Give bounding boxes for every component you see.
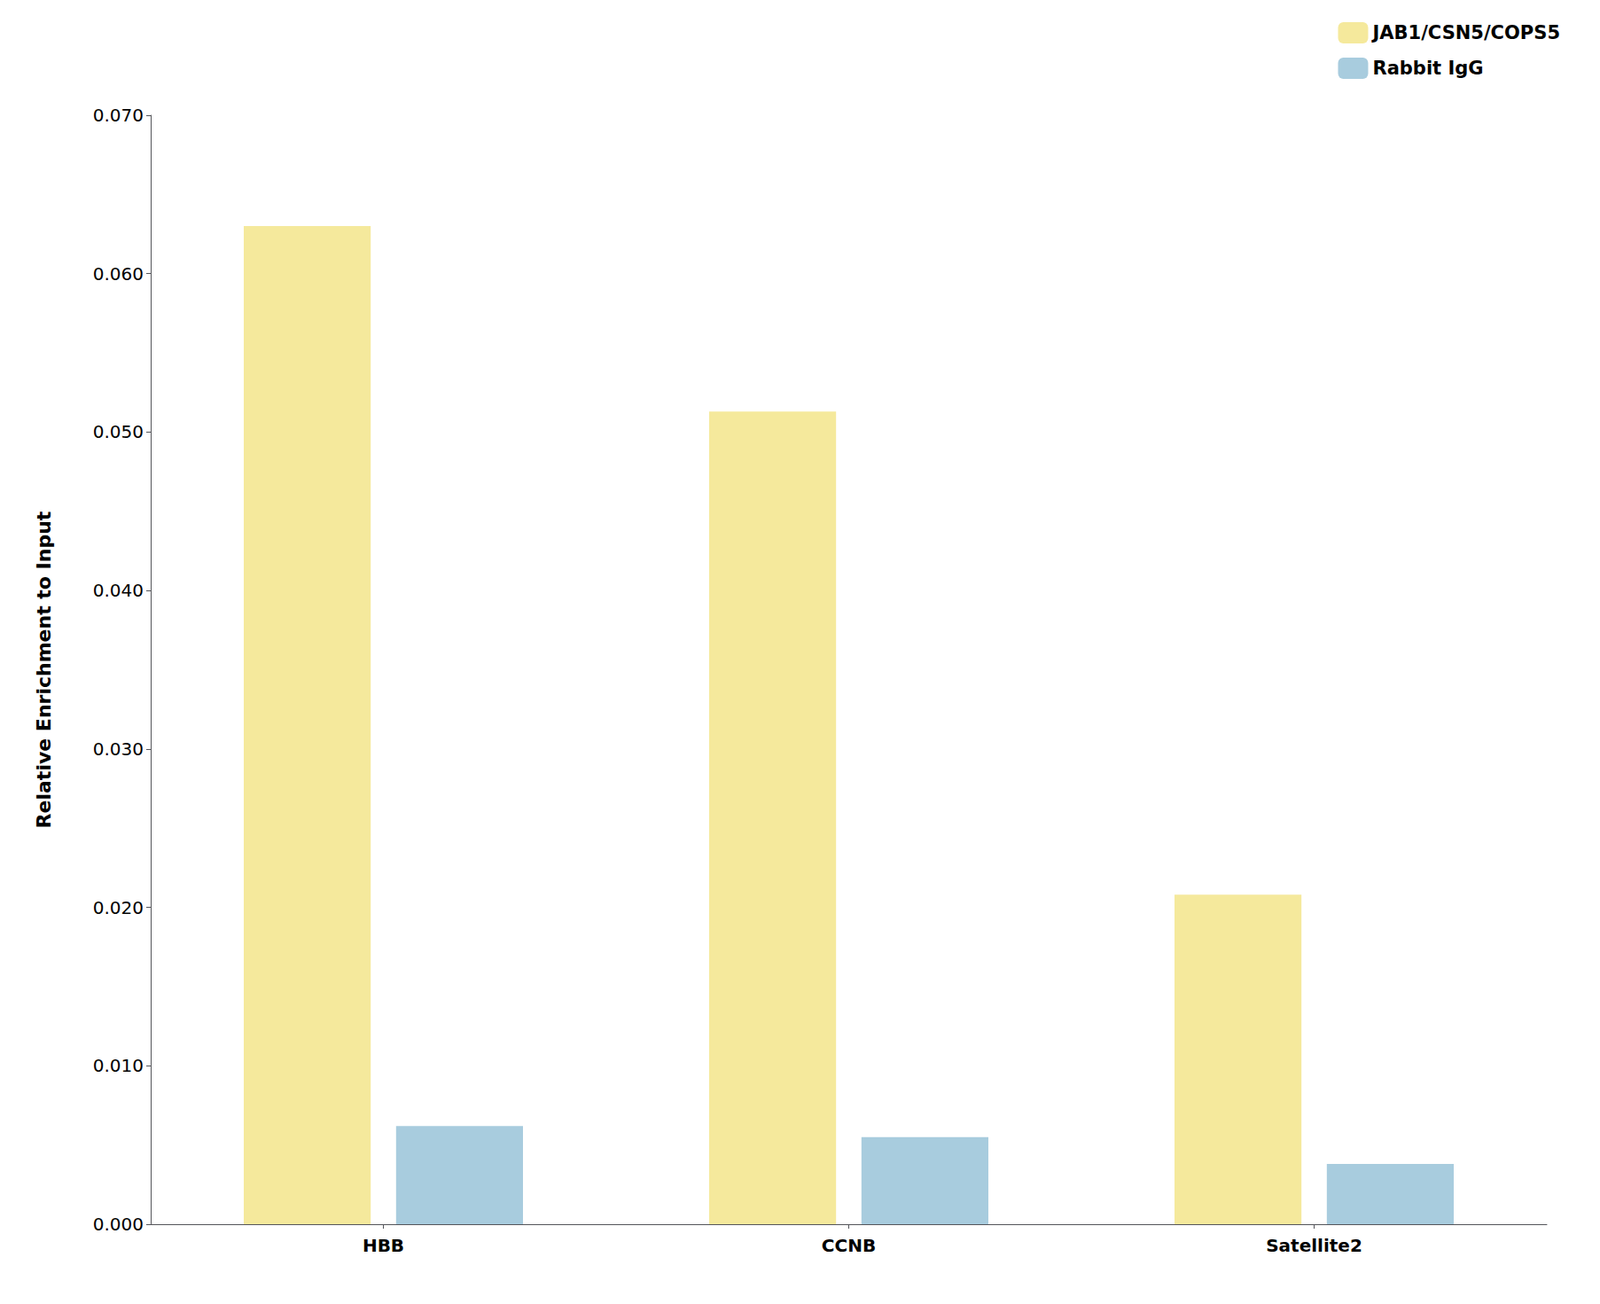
svg-text:Rabbit IgG: Rabbit IgG bbox=[1372, 57, 1483, 79]
svg-text:HBB: HBB bbox=[362, 1234, 405, 1257]
svg-text:Satellite2: Satellite2 bbox=[1265, 1234, 1363, 1257]
svg-text:0.010: 0.010 bbox=[93, 1054, 144, 1077]
svg-text:0.030: 0.030 bbox=[93, 738, 144, 760]
svg-text:0.000: 0.000 bbox=[93, 1213, 144, 1235]
svg-text:CCNB: CCNB bbox=[821, 1234, 876, 1257]
svg-text:0.050: 0.050 bbox=[93, 421, 144, 443]
svg-text:Relative Enrichment to Input: Relative Enrichment to Input bbox=[32, 510, 55, 828]
svg-text:0.060: 0.060 bbox=[93, 263, 144, 285]
svg-text:0.040: 0.040 bbox=[93, 579, 144, 601]
svg-text:0.020: 0.020 bbox=[93, 897, 144, 919]
svg-text:0.070: 0.070 bbox=[93, 104, 144, 126]
svg-text:JAB1/CSN5/COPS5: JAB1/CSN5/COPS5 bbox=[1370, 22, 1561, 44]
